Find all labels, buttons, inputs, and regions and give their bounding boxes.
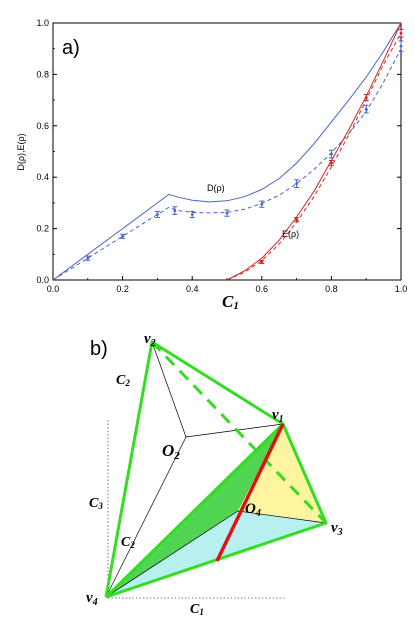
vertex-v3-label: v3 (331, 520, 343, 538)
panel-a-label: a) (62, 37, 80, 59)
cyan-face (106, 511, 326, 597)
thin-line-o4-v3 (237, 510, 327, 524)
error-point-e (328, 159, 334, 167)
x-tick-label: 0.2 (116, 284, 129, 294)
error-point-d (224, 209, 230, 217)
panel-a-chart: a) 0.0 0.2 0.4 0.6 0.8 1.00.00.20.40.60.81.0 … (16, 18, 407, 312)
c2-axis-label: C2 (116, 373, 130, 388)
yellow-face (238, 424, 326, 523)
error-point-d (259, 200, 265, 208)
error-point-d (189, 210, 195, 219)
error-point-e (259, 259, 265, 265)
y-tick-label: 0.6 (36, 121, 49, 131)
error-point-d (294, 179, 300, 188)
dashed-edge-v2-v3 (150, 340, 328, 525)
error-point-d (328, 149, 334, 159)
series-line-1 (52, 48, 402, 281)
x-tick-label: 0.8 (325, 284, 338, 294)
error-point-d (398, 40, 404, 52)
error-point-d (172, 206, 178, 215)
thin-line-o2-v1 (185, 423, 284, 438)
axis-ticks: 0.0 0.2 0.4 0.6 0.8 1.0 0.0 0.2 0.4 0.6 0.8 1.0 (36, 18, 407, 294)
error-point-d (85, 255, 91, 261)
error-point-d (363, 104, 369, 114)
y-tick-label: 0.4 (36, 172, 49, 182)
panel-b-label: b) (90, 338, 108, 360)
vertex-v1-label: v1 (272, 407, 284, 425)
series-line-3 (226, 33, 402, 281)
error-point-e (294, 217, 300, 223)
y-tick-label: 1.0 (36, 18, 49, 28)
error-point-e (398, 28, 404, 38)
error-point-e (363, 93, 369, 102)
y-tick-label: 0.0 (36, 275, 49, 285)
curve-label-d: D(ρ) (207, 183, 225, 193)
y-tick-label: 0.2 (36, 224, 49, 234)
vertex-v4-label: v4 (86, 590, 98, 608)
curve-label-e: E(ρ) (282, 229, 299, 239)
c1-axis-label: C1 (190, 602, 204, 617)
o2-label: O2 (162, 441, 180, 462)
thin-line-o2-v4 (105, 436, 187, 598)
series-line-0 (52, 22, 402, 281)
x-axis-label: C1 (222, 292, 239, 312)
c3-axis-label: C3 (89, 496, 103, 511)
error-point-d (154, 210, 160, 219)
vertex-v2-label: v2 (144, 331, 156, 349)
y-tick-label: 0.8 (36, 69, 49, 79)
x-tick-label: 0.6 (256, 284, 269, 294)
error-point-d (120, 233, 126, 239)
y-axis-label: D(ρ),E(ρ) (16, 133, 26, 170)
o4-label: O4 (245, 501, 261, 519)
red-segment (215, 423, 285, 562)
panel-b-diagram: b) v2 v1 v3 v4 O2 O4 C2 C3 C2 C1 (86, 331, 343, 617)
x-tick-label: 0.0 (47, 284, 60, 294)
thin-line-v4-o4 (105, 510, 239, 598)
chart-series (52, 22, 402, 281)
series-line-2 (226, 22, 402, 281)
thin-line-v2-o2 (151, 341, 187, 438)
edge-v4-v1 (104, 422, 285, 599)
error-bars (85, 28, 404, 265)
c2-inner-label: C2 (121, 535, 135, 550)
x-tick-label: 1.0 (395, 284, 408, 294)
x-tick-label: 0.4 (186, 284, 199, 294)
